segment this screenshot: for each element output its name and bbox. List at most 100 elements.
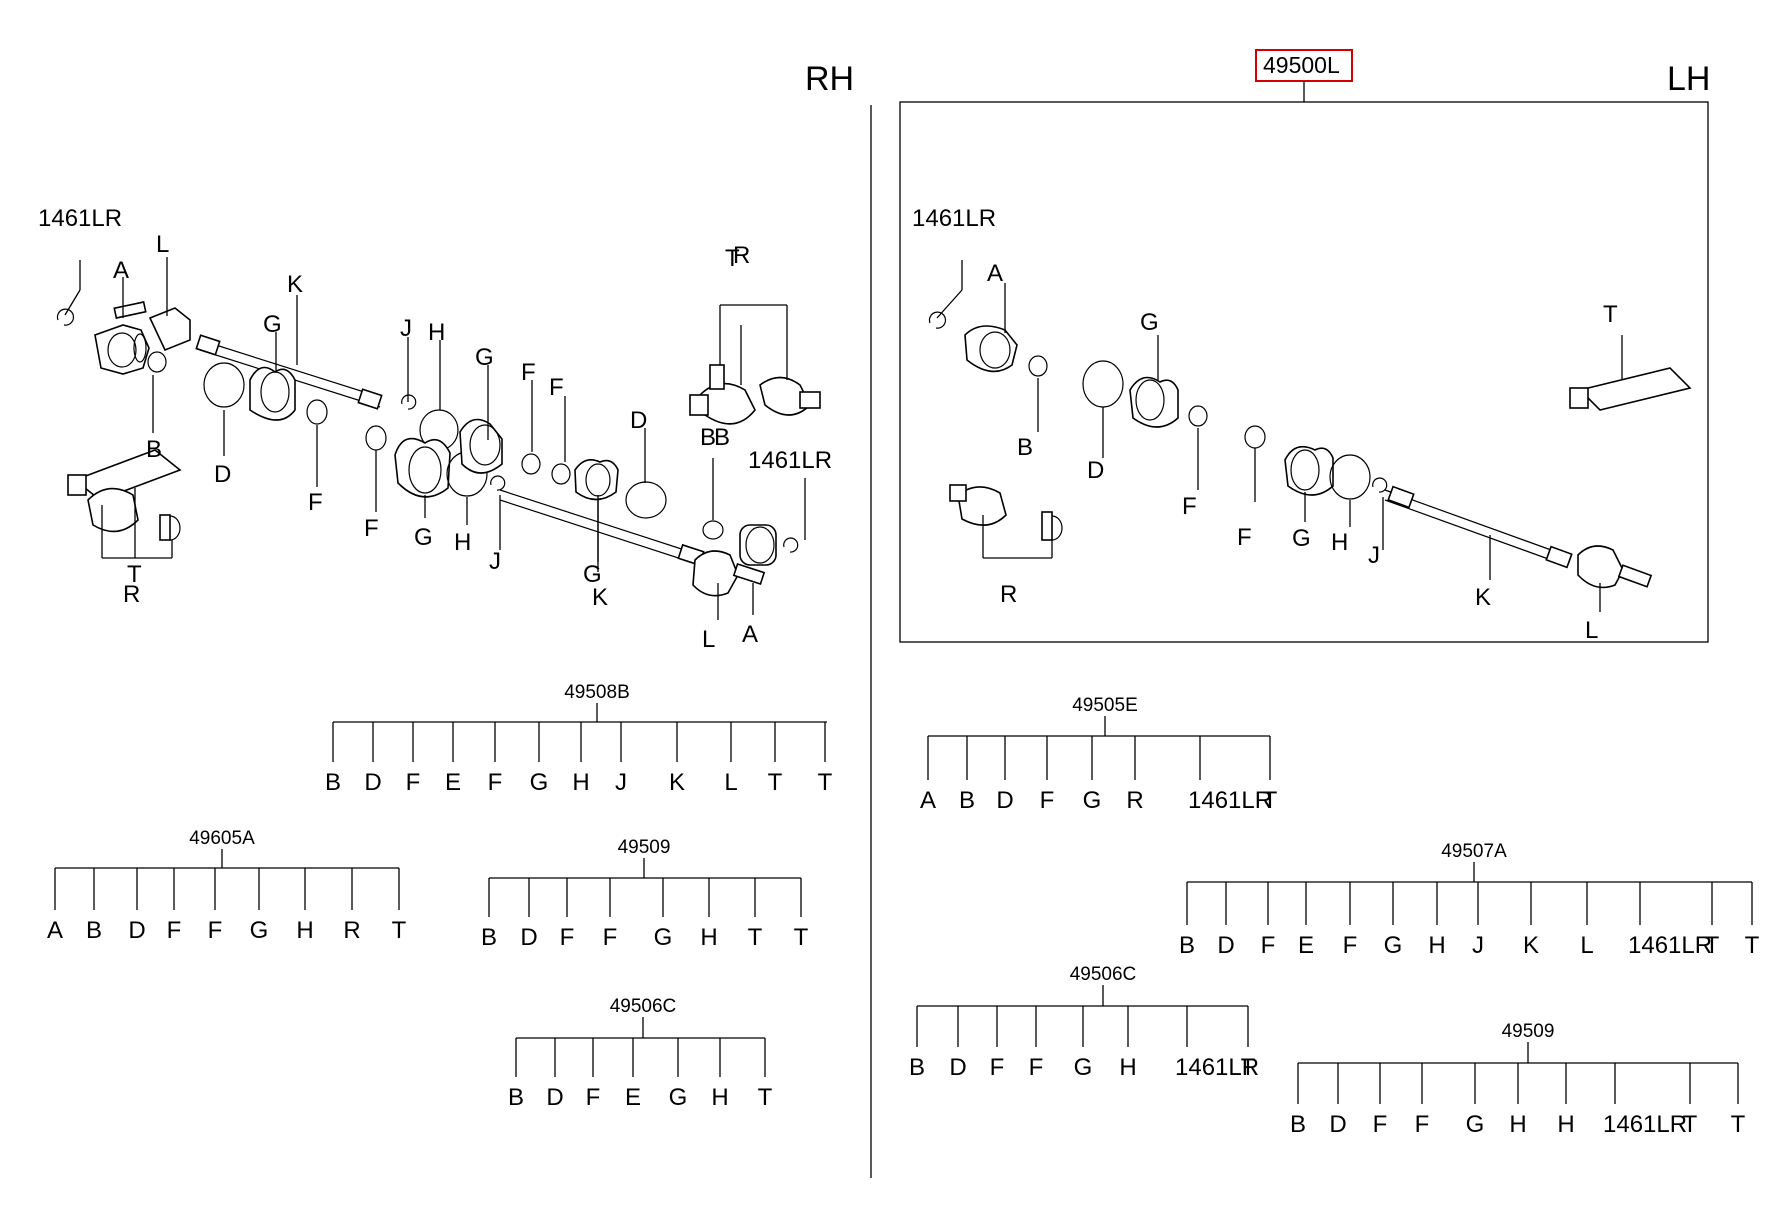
- kit-tree-label: B: [325, 769, 341, 796]
- kit-tree-label: H: [296, 917, 313, 944]
- kit-tree-label: H: [700, 924, 717, 951]
- kit-tree-label: D: [949, 1054, 966, 1081]
- rh-callout-label: D: [630, 407, 647, 434]
- rh-callout-label: H: [428, 319, 445, 346]
- kit-tree-label: T: [1705, 932, 1720, 959]
- kit-tree-label: L: [1580, 932, 1593, 959]
- kit-code: 49505E: [1072, 695, 1138, 716]
- rh-callout-label: B: [714, 424, 730, 451]
- kit-tree-label: T: [1745, 932, 1760, 959]
- lh-callout-label: F: [1237, 524, 1252, 551]
- kit-tree-label: F: [208, 917, 223, 944]
- kit-tree-label: B: [86, 917, 102, 944]
- kit-tree-label: R: [1126, 787, 1143, 814]
- kit-tree-label: 1461LR: [1188, 787, 1272, 814]
- boot-band-icon: [203, 362, 245, 408]
- kit-tree-label: F: [560, 924, 575, 951]
- kit-tree-label: E: [445, 769, 461, 796]
- rh-callout-label: J: [400, 315, 412, 342]
- kit-tree-label: H: [1509, 1111, 1526, 1138]
- rh-callout-label: R: [733, 242, 750, 269]
- lh-callout-label: G: [1292, 525, 1311, 552]
- snap-ring-icon: [56, 308, 75, 326]
- drive-shaft-icon: [1384, 485, 1573, 569]
- rh-callout-label: T: [127, 561, 142, 588]
- kit-tree-label: 1461LR: [1628, 932, 1712, 959]
- kit-tree-label: D: [1217, 932, 1234, 959]
- kit-tree-label: T: [748, 924, 763, 951]
- tripod-housing-icon: [87, 487, 181, 541]
- kit-tree-label: J: [615, 769, 627, 796]
- rh-callout-label: K: [592, 584, 608, 611]
- kit-tree: 49506C B D F E G H T: [508, 996, 773, 1111]
- kit-tree-label: K: [1523, 932, 1539, 959]
- kit-tree-label: T: [1263, 787, 1278, 814]
- rh-callout-label: L: [156, 231, 169, 258]
- rh-callout-label: F: [521, 359, 536, 386]
- boot-band-icon: [551, 463, 571, 485]
- lh-callout-label: H: [1331, 529, 1348, 556]
- kit-code: 49506C: [1070, 964, 1137, 985]
- lh-callout-label: K: [1475, 584, 1491, 611]
- rh-callout-label: K: [287, 271, 303, 298]
- kit-tree-label: T: [794, 924, 809, 951]
- kit-tree-label: K: [669, 769, 685, 796]
- kit-tree-label: T: [392, 917, 407, 944]
- kit-tree-label: F: [1029, 1054, 1044, 1081]
- tripod-housing-icon: [689, 364, 821, 425]
- boot-icon: [1284, 445, 1334, 496]
- ring-icon: [702, 520, 724, 540]
- kit-tree-label: D: [996, 787, 1013, 814]
- rh-illustration: [56, 301, 821, 597]
- drive-shaft-icon: [499, 489, 705, 567]
- rh-callout-label: T: [725, 245, 740, 272]
- kit-tree-label: T: [1683, 1111, 1698, 1138]
- snap-ring-icon: [490, 475, 506, 491]
- rh-callout-label: G: [475, 344, 494, 371]
- rh-callout-label: G: [583, 561, 602, 588]
- boot-icon: [574, 459, 619, 501]
- kit-tree-label: G: [654, 924, 673, 951]
- boot-band-icon: [1329, 454, 1371, 500]
- kit-tree-label: F: [990, 1054, 1005, 1081]
- lh-callout-label: J: [1368, 542, 1380, 569]
- kit-tree-label: D: [128, 917, 145, 944]
- boot-band-icon: [521, 453, 541, 475]
- kit-tree-label: L: [724, 769, 737, 796]
- kit-tree-label: D: [1329, 1111, 1346, 1138]
- boot-band-icon: [1188, 405, 1208, 427]
- kit-tree-label: D: [546, 1084, 563, 1111]
- snap-ring-icon: [783, 537, 799, 553]
- cv-joint-icon: [964, 325, 1018, 373]
- assembly-code-highlight[interactable]: 49500L: [1263, 52, 1340, 78]
- tripod-housing-icon: [949, 484, 1063, 541]
- kit-code: 49605A: [189, 828, 255, 849]
- grease-tube-icon: [67, 449, 182, 501]
- kit-tree-label: J: [1472, 932, 1484, 959]
- kit-tree-label: G: [1074, 1054, 1093, 1081]
- rh-callout-label: L: [702, 626, 715, 653]
- lh-assembly-frame: [899, 101, 1709, 643]
- lh-callout-label: L: [1585, 617, 1598, 644]
- kit-tree-label: B: [1290, 1111, 1306, 1138]
- boot-band-icon: [1082, 360, 1124, 408]
- kit-tree-label: E: [625, 1084, 641, 1111]
- boot-icon: [1129, 376, 1179, 428]
- kit-tree-label: F: [167, 917, 182, 944]
- kit-tree-label: F: [586, 1084, 601, 1111]
- snap-ring-icon: [1372, 477, 1388, 493]
- cv-joint-icon: [692, 550, 766, 597]
- rh-leader-lines: [64, 257, 806, 620]
- cv-joint-icon: [739, 524, 777, 566]
- boot-icon: [394, 437, 451, 498]
- kit-tree-label: F: [1261, 932, 1276, 959]
- rh-callout-label: G: [414, 524, 433, 551]
- snap-ring-icon: [928, 311, 947, 329]
- boot-icon: [249, 366, 296, 421]
